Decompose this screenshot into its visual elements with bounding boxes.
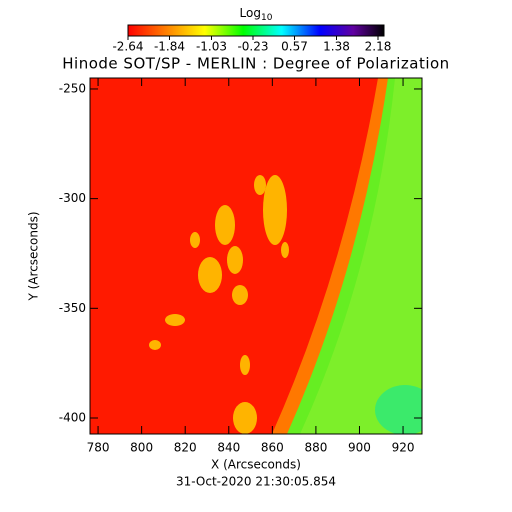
colorbar: [127, 24, 385, 37]
x-tick-label: 880: [304, 441, 327, 455]
x-axis-label: X (Arcseconds): [211, 458, 301, 472]
footer: 31-Oct-2020 21:30:05.854: [176, 475, 336, 489]
x-tick-label: 780: [87, 441, 110, 455]
x-tick-label: 840: [217, 441, 240, 455]
y-tick-label: -350: [59, 301, 86, 315]
off-limb-shade: [300, 78, 422, 434]
image: [90, 78, 422, 434]
colorbar-tick-label: -1.84: [154, 40, 185, 54]
y-tick-label: -300: [59, 191, 86, 205]
x-tick-label: 820: [174, 441, 197, 455]
y-axis-label: Y (Arcseconds): [27, 211, 41, 301]
colorbar-label: Log10: [240, 6, 273, 23]
y-tick-label: -400: [59, 410, 86, 424]
axes-frame: [89, 77, 423, 435]
x-tick-label: 900: [348, 441, 371, 455]
off-limb-cyan: [375, 385, 422, 434]
y-tick-label: -250: [59, 81, 86, 95]
colorbar-tick-label: 1.38: [323, 40, 350, 54]
x-tick-label: 920: [392, 441, 415, 455]
colorbar-tick-label: -2.64: [112, 40, 143, 54]
chart-title: Hinode SOT/SP - MERLIN : Degree of Polar…: [62, 55, 449, 73]
colorbar-label-main: Log: [240, 6, 261, 20]
colorbar-tick-label: -0.23: [237, 40, 268, 54]
colorbar-tick-label: -1.03: [196, 40, 227, 54]
colorbar-tick-label: 0.57: [281, 40, 308, 54]
limb-band: [272, 78, 392, 434]
x-tick-label: 860: [261, 441, 284, 455]
active-region: [149, 175, 289, 434]
colorbar-tick-label: 2.18: [365, 40, 392, 54]
colorbar-label-sub: 10: [261, 13, 273, 23]
x-tick-label: 800: [130, 441, 153, 455]
